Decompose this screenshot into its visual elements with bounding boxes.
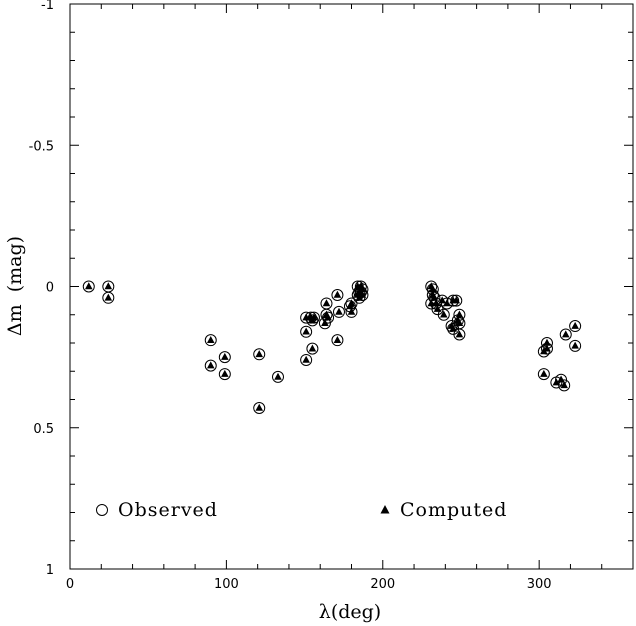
computed-point <box>571 321 579 329</box>
computed-point <box>455 310 464 318</box>
observed-point <box>322 311 335 324</box>
observed-point <box>300 353 313 366</box>
computed-point <box>438 296 447 304</box>
plot-frame <box>69 3 634 570</box>
y-tick-label: 0 <box>46 281 54 296</box>
observed-point <box>320 297 333 310</box>
computed-point <box>221 352 229 360</box>
computed-point <box>302 327 310 335</box>
computed-point <box>571 341 579 349</box>
y-tick-label: 1 <box>46 563 54 578</box>
legend: Observed Computed <box>96 499 507 521</box>
observed-point <box>537 345 550 358</box>
observed-point <box>332 305 345 318</box>
observed-point <box>204 359 217 372</box>
observed-point <box>204 334 217 347</box>
observed-point <box>218 368 231 381</box>
observed-point <box>450 294 463 307</box>
computed-point <box>335 307 343 315</box>
computed-point <box>543 344 551 352</box>
x-axis-label: λ(deg) <box>319 601 381 623</box>
computed-point <box>560 381 568 389</box>
computed-point <box>221 369 229 377</box>
computed-point <box>333 290 342 298</box>
computed-point <box>321 319 329 327</box>
observed-point <box>440 297 453 310</box>
x-tick-label: 0 <box>66 577 74 592</box>
observed-point <box>331 334 344 347</box>
computed-point <box>206 361 215 369</box>
observed-point <box>331 288 344 301</box>
observed-point <box>82 280 95 293</box>
computed-point <box>432 299 440 307</box>
tick-labels: 0 100 200 300 -1 -0.5 0 0.5 1 <box>29 0 552 592</box>
observed-point <box>558 379 571 392</box>
x-tick-label: 200 <box>370 577 395 592</box>
computed-point <box>358 290 367 298</box>
computed-point <box>543 338 551 346</box>
observed-point <box>569 320 582 333</box>
computed-point <box>255 350 264 358</box>
computed-point <box>358 285 367 293</box>
observed-point <box>453 317 466 330</box>
observed-point <box>300 325 313 338</box>
y-tick-label: -1 <box>41 0 54 13</box>
y-axis-label: Δm (mag) <box>4 236 26 336</box>
computed-point <box>430 293 439 301</box>
observed-point <box>253 401 266 414</box>
axis-ticks <box>69 3 634 570</box>
observed-point <box>569 339 582 352</box>
computed-point <box>561 330 570 338</box>
legend-observed-label: Observed <box>118 499 218 521</box>
computed-point <box>455 330 464 338</box>
computed-point <box>452 296 461 304</box>
x-tick-label: 300 <box>527 577 552 592</box>
computed-point <box>429 285 437 293</box>
observed-point <box>559 328 572 341</box>
computed-point <box>324 313 332 321</box>
observed-point <box>318 317 331 330</box>
computed-point <box>449 324 457 332</box>
observed-point <box>555 373 568 386</box>
computed-point <box>347 299 356 307</box>
computed-point <box>255 403 264 411</box>
computed-point <box>439 310 448 318</box>
observed-point <box>218 351 231 364</box>
computed-point <box>333 335 342 343</box>
computed-point <box>84 282 93 290</box>
computed-point <box>104 293 113 301</box>
computed-point <box>540 369 548 377</box>
computed-point <box>443 299 451 307</box>
x-tick-label: 100 <box>214 577 239 592</box>
computed-point <box>308 344 317 352</box>
computed-point <box>552 378 561 386</box>
observed-point <box>271 370 284 383</box>
computed-point <box>302 355 310 363</box>
computed-point <box>322 299 331 307</box>
computed-point <box>310 313 318 321</box>
legend-observed-marker <box>96 504 108 516</box>
observed-point <box>253 348 266 361</box>
observed-point <box>306 314 319 327</box>
observed-point <box>447 294 460 307</box>
computed-point <box>347 307 356 315</box>
observed-point <box>306 342 319 355</box>
legend-computed-marker <box>380 505 390 514</box>
computed-point <box>206 335 215 343</box>
legend-computed-label: Computed <box>400 499 507 521</box>
computed-point <box>433 304 442 312</box>
computed-point <box>455 319 464 327</box>
y-tick-label: 0.5 <box>33 422 54 437</box>
observed-point <box>102 291 115 304</box>
computed-point <box>104 282 113 290</box>
y-tick-label: -0.5 <box>29 139 54 154</box>
data-points <box>82 280 582 414</box>
computed-point <box>274 372 282 380</box>
observed-point <box>537 368 550 381</box>
observed-point <box>437 308 450 321</box>
computed-point <box>557 375 565 383</box>
